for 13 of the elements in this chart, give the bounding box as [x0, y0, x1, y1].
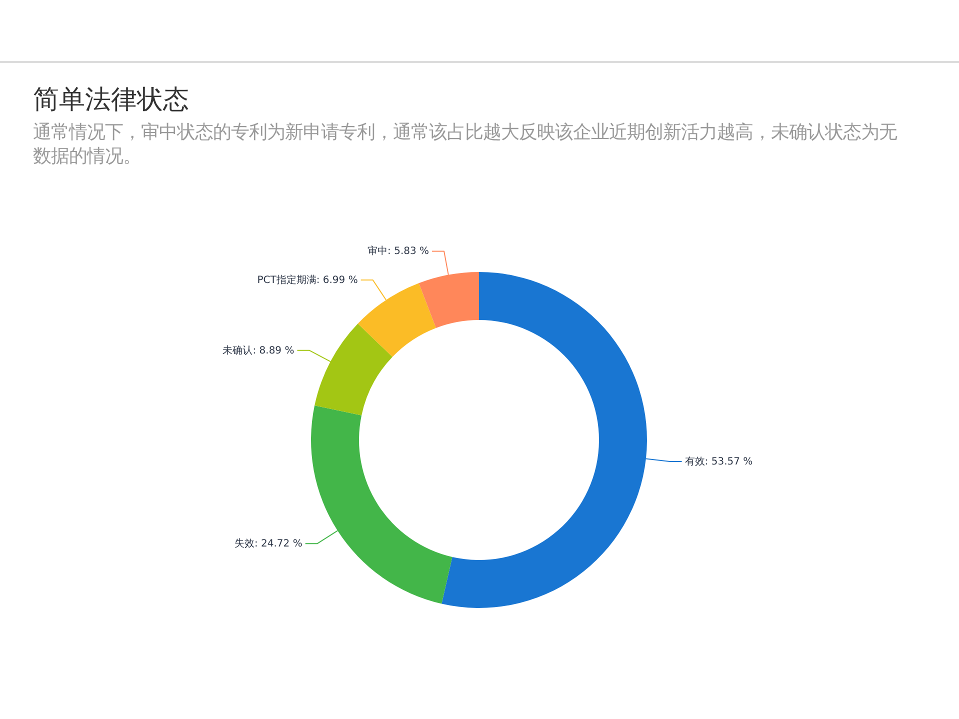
slice-label: 失效: [234, 538, 254, 550]
data-label: : 8.89 %: [252, 345, 294, 356]
data-label: : 5.83 %: [388, 246, 430, 258]
chart-title: 简单法律状态: [33, 84, 189, 116]
slice-label: 有效: [684, 455, 705, 468]
donut-slice: [358, 283, 436, 357]
data-label: : 53.57 %: [704, 456, 753, 468]
chart-subtitle: 通常情况下，审中状态的专利为新申请专利，通常该占比越大反映该企业近期创新活力越高，未确认状态为无数据的情况。: [33, 121, 898, 169]
slice-label: 审中: [368, 245, 388, 258]
slice-label: PCT指定期满: [257, 274, 316, 286]
data-label: : 6.99 %: [316, 275, 358, 286]
data-label: : 24.72 %: [254, 538, 302, 550]
slice-label: 未确认: [222, 344, 253, 356]
